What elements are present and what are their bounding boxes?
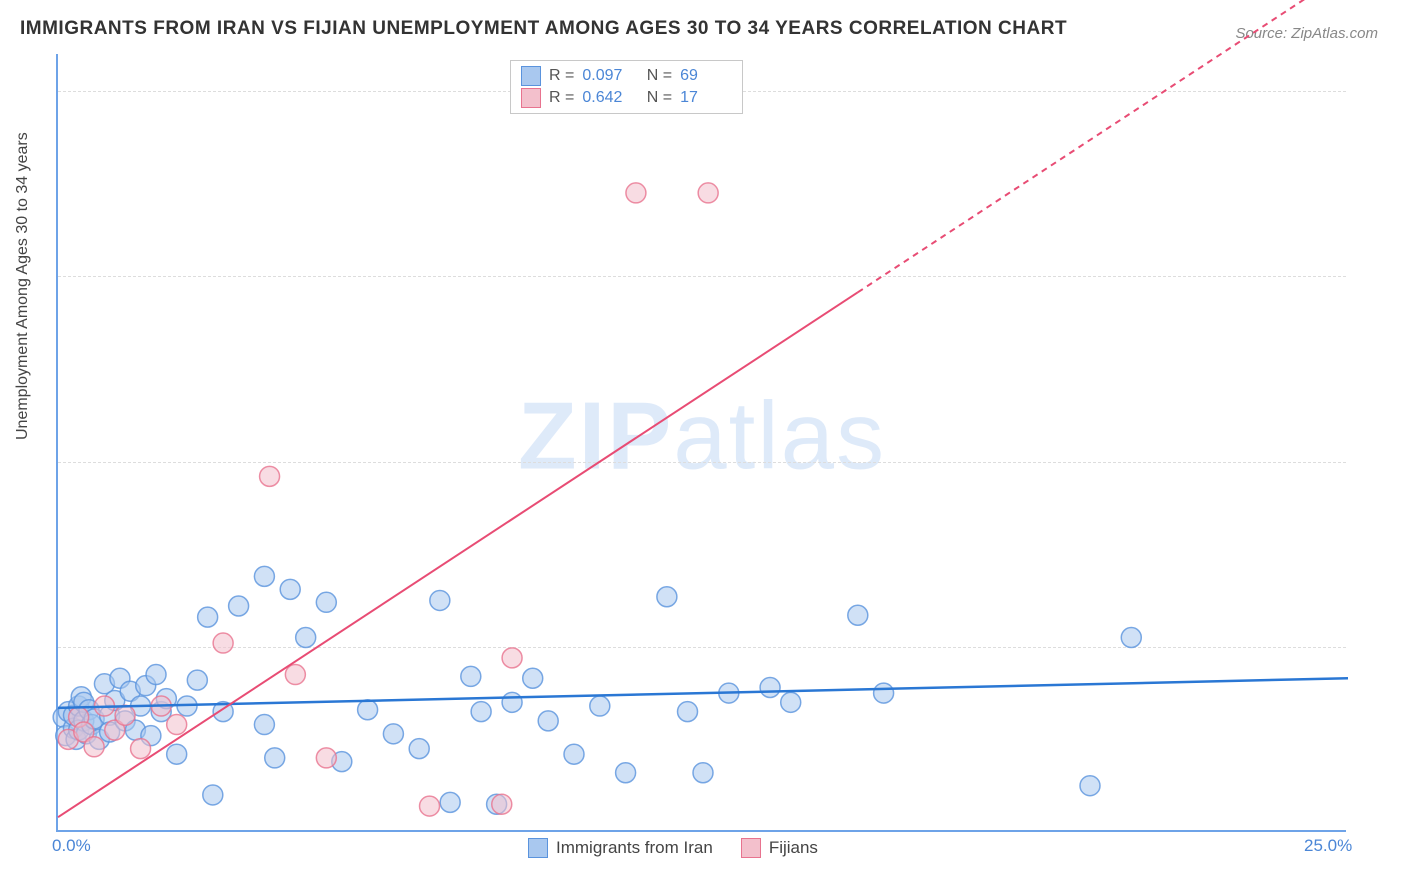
data-point: [538, 711, 558, 731]
data-point: [430, 590, 450, 610]
data-point: [167, 744, 187, 764]
stat-r-label: R =: [549, 87, 574, 109]
legend-label: Fijians: [769, 838, 818, 858]
stat-n-value: 17: [680, 87, 732, 109]
stat-r-value: 0.097: [582, 65, 634, 87]
legend-item: Fijians: [741, 838, 818, 858]
legend-label: Immigrants from Iran: [556, 838, 713, 858]
data-point: [626, 183, 646, 203]
data-point: [229, 596, 249, 616]
chart-title: IMMIGRANTS FROM IRAN VS FIJIAN UNEMPLOYM…: [20, 18, 1067, 40]
data-point: [420, 796, 440, 816]
data-point: [564, 744, 584, 764]
legend-stats: R = 0.097 N = 69R = 0.642 N = 17: [510, 60, 743, 114]
data-point: [115, 705, 135, 725]
legend-swatch: [528, 838, 548, 858]
data-point: [358, 700, 378, 720]
data-point: [440, 792, 460, 812]
regression-line-extrapolated: [858, 0, 1348, 292]
data-point: [285, 665, 305, 685]
data-point: [198, 607, 218, 627]
data-point: [523, 668, 543, 688]
data-point: [280, 579, 300, 599]
data-point: [265, 748, 285, 768]
data-point: [84, 737, 104, 757]
stat-r-label: R =: [549, 65, 574, 87]
data-point: [213, 633, 233, 653]
legend-item: Immigrants from Iran: [528, 838, 713, 858]
data-point: [502, 692, 522, 712]
data-point: [203, 785, 223, 805]
data-point: [781, 692, 801, 712]
legend-stat-row: R = 0.097 N = 69: [521, 65, 732, 87]
data-point: [471, 702, 491, 722]
data-point: [316, 592, 336, 612]
y-axis-label: Unemployment Among Ages 30 to 34 years: [14, 132, 32, 440]
regression-line: [58, 292, 858, 817]
data-point: [254, 566, 274, 586]
data-point: [461, 666, 481, 686]
legend-series: Immigrants from Iran Fijians: [528, 838, 818, 858]
data-point: [848, 605, 868, 625]
chart-canvas: [58, 54, 1346, 830]
data-point: [131, 739, 151, 759]
data-point: [1080, 776, 1100, 796]
legend-swatch: [521, 88, 541, 108]
legend-stat-row: R = 0.642 N = 17: [521, 87, 732, 109]
stat-n-label: N =: [642, 87, 672, 109]
data-point: [874, 683, 894, 703]
stat-r-value: 0.642: [582, 87, 634, 109]
data-point: [254, 715, 274, 735]
source-attribution: Source: ZipAtlas.com: [1235, 25, 1378, 42]
stat-n-label: N =: [642, 65, 672, 87]
data-point: [678, 702, 698, 722]
x-tick-label: 0.0%: [52, 836, 91, 856]
data-point: [187, 670, 207, 690]
data-point: [502, 648, 522, 668]
data-point: [383, 724, 403, 744]
data-point: [590, 696, 610, 716]
data-point: [492, 794, 512, 814]
legend-swatch: [741, 838, 761, 858]
data-point: [260, 466, 280, 486]
data-point: [616, 763, 636, 783]
data-point: [693, 763, 713, 783]
data-point: [296, 628, 316, 648]
data-point: [698, 183, 718, 203]
data-point: [167, 715, 187, 735]
data-point: [1121, 628, 1141, 648]
legend-swatch: [521, 66, 541, 86]
data-point: [146, 665, 166, 685]
x-tick-label: 25.0%: [1304, 836, 1352, 856]
stat-n-value: 69: [680, 65, 732, 87]
data-point: [316, 748, 336, 768]
data-point: [760, 678, 780, 698]
plot-area: ZIPatlas R = 0.097 N = 69R = 0.642 N = 1…: [56, 54, 1346, 832]
data-point: [409, 739, 429, 759]
data-point: [657, 587, 677, 607]
regression-line: [58, 678, 1348, 708]
